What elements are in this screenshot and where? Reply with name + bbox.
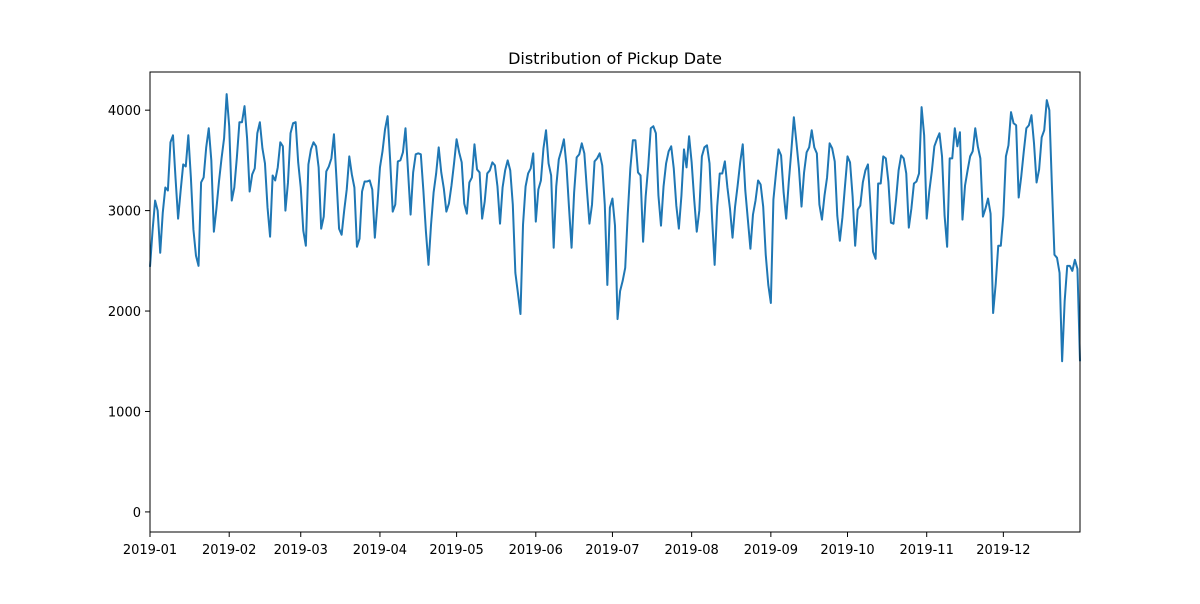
x-tick-label: 2019-02 — [202, 543, 256, 558]
x-tick-label: 2019-12 — [976, 543, 1030, 558]
x-tick-label: 2019-08 — [664, 543, 718, 558]
y-tick-label: 2000 — [108, 305, 141, 320]
axes-frame — [149, 71, 1081, 533]
y-tick-label: 1000 — [108, 405, 141, 420]
x-tick-label: 2019-11 — [900, 543, 954, 558]
x-tick-label: 2019-04 — [353, 543, 407, 558]
series-line — [149, 93, 1081, 363]
x-tick-label: 2019-01 — [123, 543, 177, 558]
y-tick-label: 3000 — [108, 205, 141, 220]
plot-area — [149, 93, 1081, 363]
x-tick-label: 2019-05 — [429, 543, 483, 558]
y-tick-label: 4000 — [108, 104, 141, 119]
y-tick-label: 0 — [133, 506, 141, 521]
x-tick-label: 2019-10 — [820, 543, 874, 558]
x-tick-label: 2019-07 — [585, 543, 639, 558]
x-tick-label: 2019-03 — [274, 543, 328, 558]
x-tick-label: 2019-09 — [744, 543, 798, 558]
y-axis: 0 1000 2000 3000 4000 — [108, 104, 150, 521]
x-axis: 2019-01 2019-02 2019-03 2019-04 2019-05 2019-… — [123, 532, 1031, 558]
chart-title: Distribution of Pickup Date — [508, 49, 722, 68]
x-tick-label: 2019-06 — [509, 543, 563, 558]
